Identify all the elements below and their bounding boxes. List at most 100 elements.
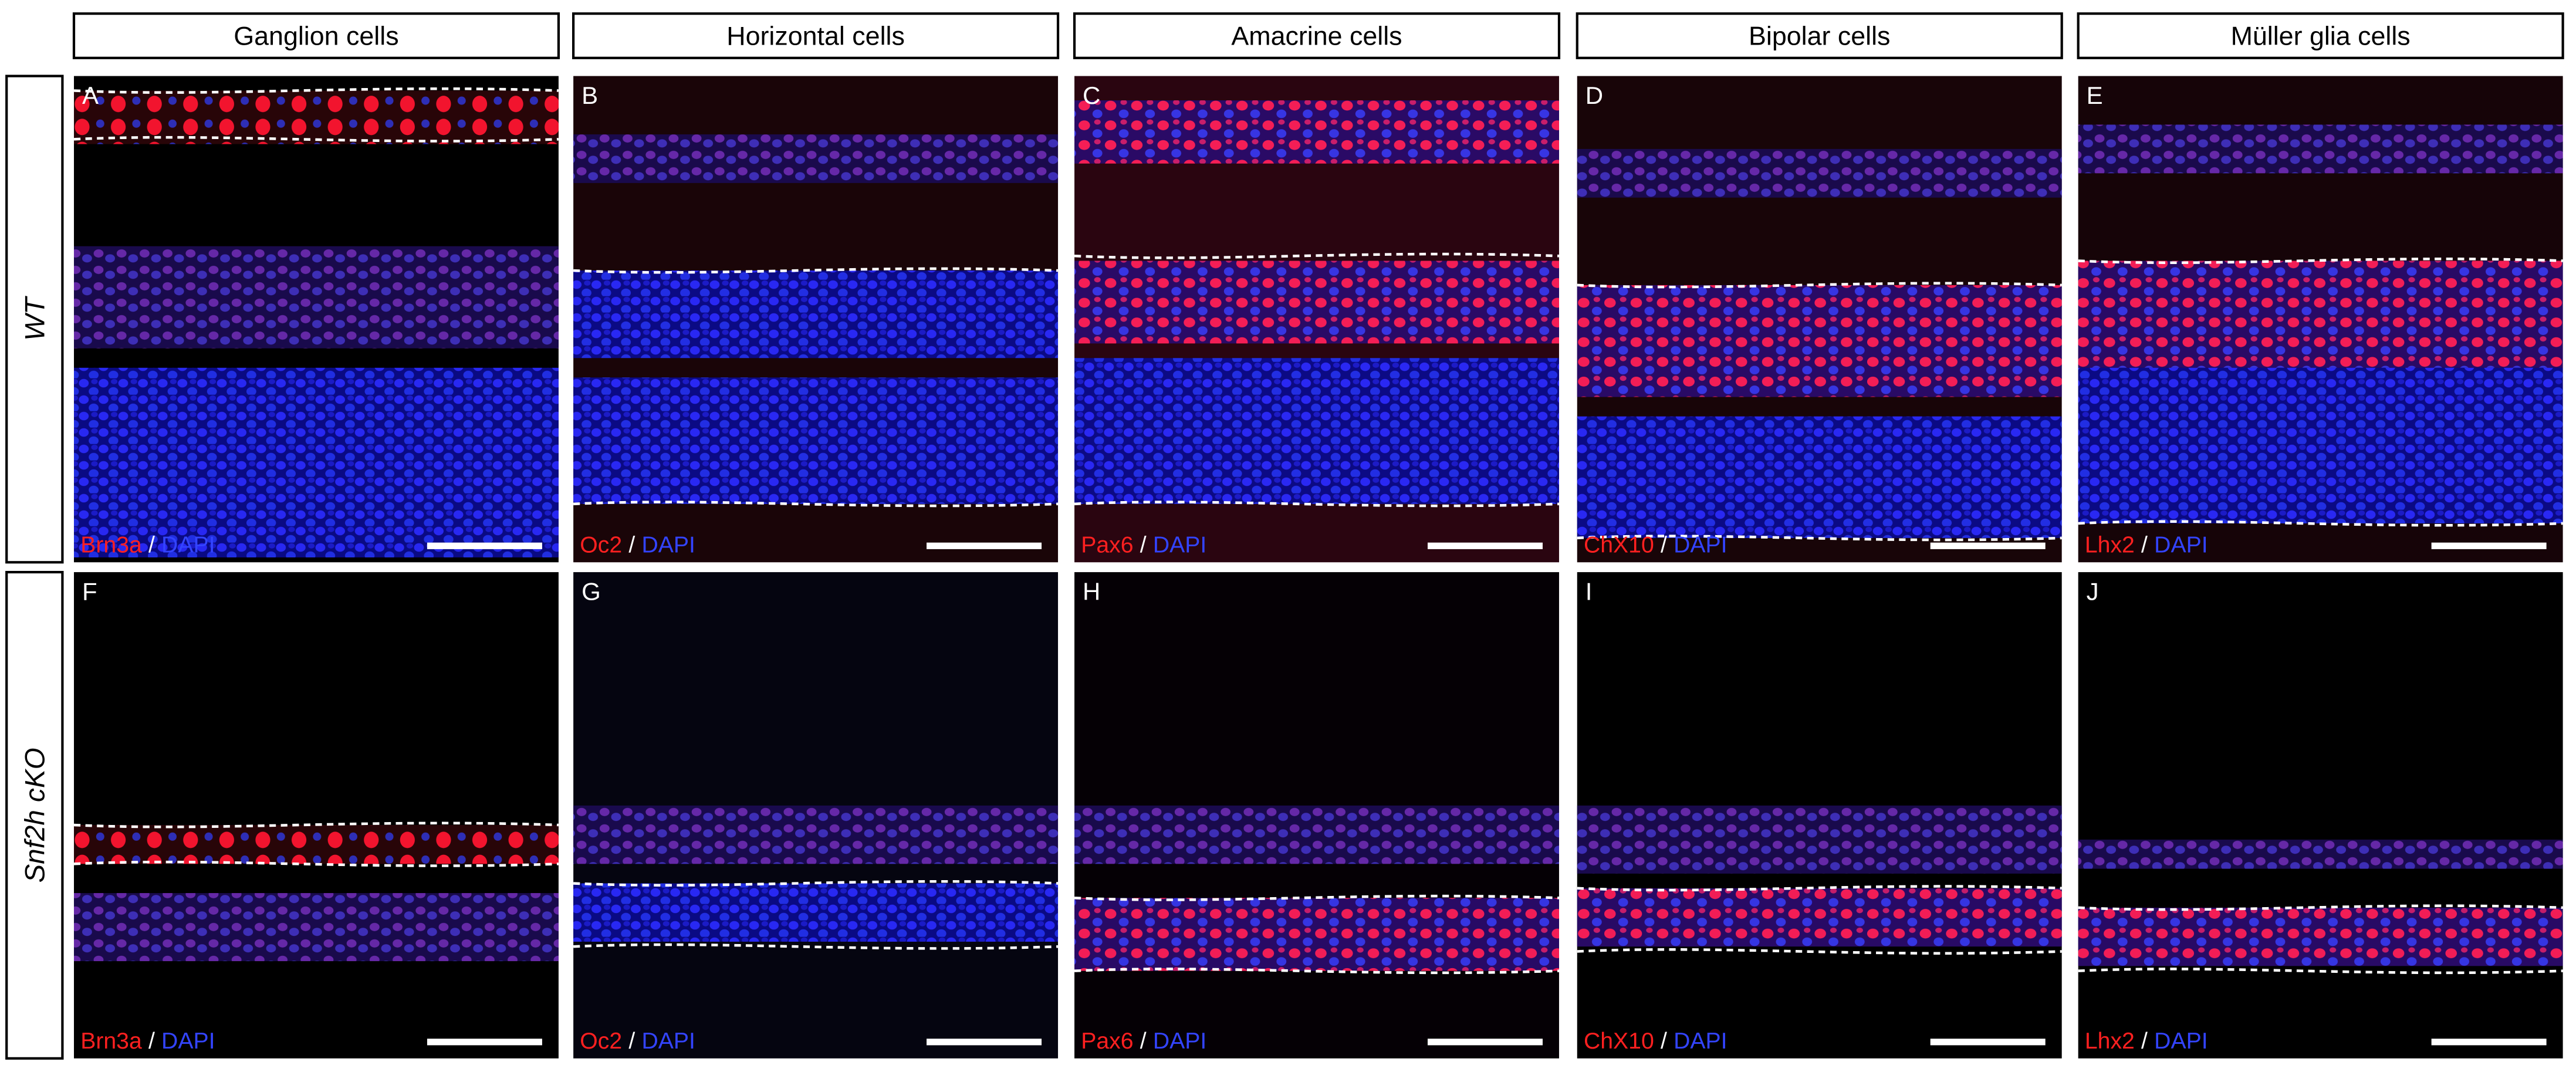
panel-letter: A (82, 82, 99, 109)
panel-letter: F (82, 578, 97, 606)
layer-boundary (573, 267, 1059, 274)
column-header: Horizontal cells (726, 21, 905, 50)
panel-letter: E (2087, 82, 2103, 109)
scale-bar (927, 1039, 1042, 1046)
panel-letter: I (1586, 578, 1593, 606)
scale-bar (1427, 542, 1543, 549)
scale-bar (2431, 542, 2547, 549)
separator: / (148, 532, 155, 557)
layer-boundary (73, 821, 559, 828)
micrograph-panel: E Lhx2/DAPI (2078, 76, 2563, 563)
tissue-layer (73, 246, 559, 349)
layer-boundary (1577, 535, 2062, 542)
layer-boundary (1074, 894, 1560, 901)
layer-boundary (2078, 520, 2563, 527)
scale-bar (1930, 1039, 2046, 1046)
counterstain-name: DAPI (1674, 1029, 1727, 1054)
counterstain-name: DAPI (1153, 532, 1206, 557)
tissue-layer (573, 377, 1059, 504)
tissue-layer (1074, 358, 1559, 504)
scale-bar (427, 542, 542, 549)
counterstain-name: DAPI (161, 532, 215, 557)
stain-label: ChX10 / DAPI (1584, 532, 1728, 557)
layer-boundary (573, 880, 1059, 887)
panel-letter: C (1083, 82, 1100, 109)
column-header: Ganglion cells (234, 21, 398, 50)
layer-boundary (2078, 258, 2563, 264)
separator: / (1661, 1029, 1667, 1054)
row-label-box (5, 570, 64, 1060)
stain-label: Brn3a / DAPI (80, 532, 215, 557)
marker-name: Brn3a (80, 532, 142, 557)
tissue-layer (1577, 805, 2062, 874)
panel-letter: B (582, 82, 598, 109)
tissue-layer (1577, 148, 2062, 198)
layer-boundary (73, 860, 559, 867)
micrograph-panel: I ChX10 / DAPI (1577, 572, 2062, 1059)
marker-name: Oc2 (580, 1029, 622, 1054)
tissue-layer (573, 270, 1059, 359)
counterstain-name: DAPI (1674, 532, 1727, 557)
layer-boundary (2078, 904, 2563, 911)
tissue-layer (2078, 261, 2563, 368)
counterstain-name: DAPI (2154, 532, 2207, 557)
panel-letter: D (1586, 82, 1603, 109)
scale-bar (1930, 542, 2046, 549)
marker-name: Pax6 (1081, 532, 1133, 557)
tissue-layer (2078, 367, 2563, 523)
separator: / (148, 1029, 155, 1054)
separator: / (2141, 532, 2148, 557)
marker-name: Pax6 (1081, 1029, 1133, 1054)
stain-label: Brn3a / DAPI (80, 1029, 215, 1054)
marker-name: ChX10 (1584, 1029, 1654, 1054)
scale-bar (927, 542, 1042, 549)
micrograph-panel: H Pax6 /DAPI (1074, 572, 1560, 1059)
tissue-layer (1074, 805, 1559, 864)
layer-boundary (1074, 968, 1560, 975)
layer-boundary (573, 943, 1059, 950)
separator: / (1661, 532, 1667, 557)
tissue-layer (73, 825, 559, 864)
tissue-layer (1074, 898, 1559, 971)
counterstain-name: DAPI (2154, 1029, 2207, 1054)
marker-name: Brn3a (80, 1029, 142, 1054)
micrograph-panel: G Oc2/DAPI (573, 572, 1059, 1059)
column-header: Amacrine cells (1231, 21, 1402, 50)
layer-boundary (1577, 282, 2062, 289)
tissue-layer (1577, 416, 2062, 538)
panel-letter: H (1083, 578, 1100, 606)
panel-letter: G (582, 578, 601, 606)
column-header-box (572, 12, 1060, 59)
layer-boundary (1074, 501, 1560, 508)
column-header-box (72, 12, 560, 59)
counterstain-name: DAPI (641, 1029, 695, 1054)
scale-bar (2431, 1039, 2547, 1046)
separator: / (628, 532, 635, 557)
tissue-layer (73, 90, 559, 144)
layer-boundary (73, 136, 559, 143)
scale-bar (1427, 1039, 1543, 1046)
tissue-layer (1577, 888, 2062, 947)
column-header-box (1576, 12, 2063, 59)
separator: / (1140, 1029, 1147, 1054)
column-header-box (1073, 12, 1561, 59)
column-header-box (2077, 12, 2564, 59)
panel-letter: J (2087, 578, 2099, 606)
stain-label: Oc2/DAPI (580, 532, 695, 557)
tissue-layer (2078, 907, 2563, 966)
row-label: Snf2h cKO (20, 748, 51, 882)
layer-boundary (1074, 252, 1560, 259)
stain-label: Lhx2/DAPI (2085, 532, 2208, 557)
counterstain-name: DAPI (1153, 1029, 1206, 1054)
row-label: WT (20, 296, 51, 341)
micrograph-background (73, 572, 559, 1059)
tissue-layer (573, 883, 1059, 942)
separator: / (1140, 532, 1147, 557)
micrograph-panel: J Lhx2/DAPI (2078, 572, 2563, 1059)
scale-bar (427, 1039, 542, 1046)
tissue-layer (573, 805, 1059, 864)
tissue-layer (73, 367, 559, 558)
layer-boundary (2078, 968, 2563, 975)
